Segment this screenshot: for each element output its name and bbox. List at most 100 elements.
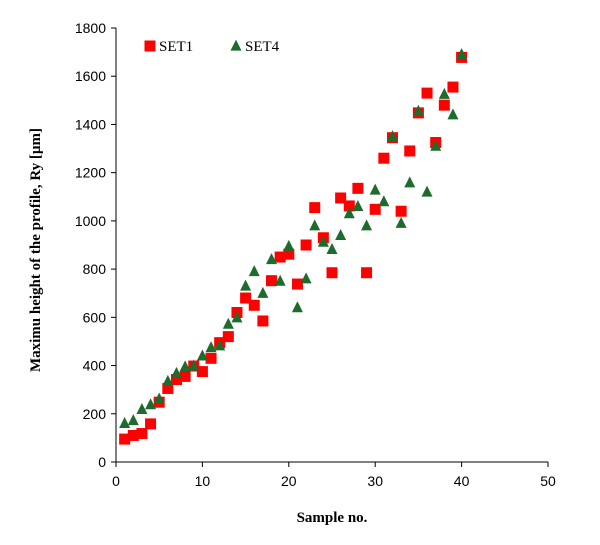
data-point-set4 [266, 253, 278, 265]
data-point-set4 [343, 207, 355, 219]
data-point-set4 [222, 317, 234, 329]
data-point-set4 [257, 286, 269, 298]
x-tick-label: 50 [540, 473, 556, 489]
data-point-set1 [179, 370, 191, 382]
y-tick-label: 800 [83, 261, 107, 277]
y-tick-label: 1200 [75, 165, 106, 181]
x-axis: 0 10 20 30 40 50 [112, 461, 556, 489]
data-point-set4 [395, 216, 407, 228]
data-point-set4 [404, 176, 416, 188]
data-point-set4 [386, 130, 398, 142]
x-tick-label: 20 [281, 473, 297, 489]
data-point-set4 [361, 219, 373, 231]
x-tick-label: 30 [367, 473, 383, 489]
data-point-set4 [162, 374, 174, 386]
data-point-set4 [438, 87, 450, 99]
data-point-set4 [421, 185, 433, 197]
y-tick-label: 0 [98, 454, 106, 470]
legend-marker-set4 [230, 39, 242, 51]
data-point-set1 [205, 352, 217, 364]
data-point-set1 [343, 200, 355, 212]
data-point-set4 [283, 239, 295, 251]
data-point-set4 [447, 108, 459, 120]
data-point-set1 [136, 428, 148, 440]
data-point-set1 [240, 292, 252, 304]
data-point-set1 [162, 382, 174, 394]
legend: SET1 SET4 [144, 39, 280, 55]
y-tick-label: 1000 [75, 213, 106, 229]
data-points [119, 48, 468, 445]
legend-label-set4: SET4 [245, 39, 280, 55]
data-point-set4 [378, 195, 390, 207]
series-set4 [119, 48, 468, 429]
data-point-set1 [404, 145, 416, 157]
y-ticks: 0 200 400 600 800 1000 1200 1400 1600 1800 [75, 20, 116, 470]
data-point-set4 [369, 183, 381, 195]
data-point-set1 [361, 267, 373, 279]
y-tick-label: 200 [83, 406, 107, 422]
data-point-set1 [421, 87, 433, 99]
data-point-set1 [309, 202, 321, 214]
data-point-set4 [127, 414, 139, 426]
data-point-set4 [136, 403, 148, 415]
data-point-set4 [196, 349, 208, 361]
data-point-set1 [447, 81, 459, 93]
data-point-set4 [170, 366, 182, 378]
data-point-set1 [438, 99, 450, 111]
x-ticks: 0 10 20 30 40 50 [112, 462, 556, 489]
data-point-set4 [326, 242, 338, 254]
data-point-set4 [291, 301, 303, 313]
data-point-set4 [309, 219, 321, 231]
data-point-set4 [300, 272, 312, 284]
data-point-set1 [274, 251, 286, 263]
data-point-set4 [274, 274, 286, 286]
data-point-set4 [317, 235, 329, 247]
data-point-set1 [119, 433, 131, 445]
legend-item-set1: SET1 [144, 39, 193, 55]
y-axis: 0 200 400 600 800 1000 1200 1400 1600 1800 [75, 20, 117, 470]
data-point-set1 [395, 205, 407, 217]
data-point-set1 [266, 275, 278, 287]
y-tick-label: 1800 [75, 20, 106, 36]
x-axis-title: Sample no. [297, 510, 368, 526]
data-point-set1 [196, 366, 208, 378]
data-point-set4 [214, 339, 226, 351]
y-tick-label: 400 [83, 358, 107, 374]
x-tick-label: 0 [112, 473, 120, 489]
x-tick-label: 10 [195, 473, 211, 489]
data-point-set4 [119, 417, 131, 429]
data-point-set4 [335, 228, 347, 240]
y-axis-title: Maximu height of the profile, Ry [µm] [28, 128, 44, 372]
y-tick-label: 1600 [75, 68, 106, 84]
data-point-set4 [352, 200, 364, 212]
data-point-set1 [369, 203, 381, 215]
data-point-set4 [456, 48, 468, 60]
data-point-set1 [248, 299, 260, 311]
data-point-set4 [188, 359, 200, 371]
data-point-set4 [248, 265, 260, 277]
data-point-set1 [378, 152, 390, 164]
data-point-set4 [153, 392, 165, 404]
data-point-set1 [283, 248, 295, 260]
data-point-set4 [205, 341, 217, 353]
data-point-set1 [222, 331, 234, 343]
data-point-set4 [240, 279, 252, 291]
data-point-set4 [231, 311, 243, 323]
data-point-set1 [170, 374, 182, 386]
data-point-set1 [300, 239, 312, 251]
data-point-set1 [326, 267, 338, 279]
data-point-set1 [335, 192, 347, 204]
data-point-set4 [145, 398, 157, 410]
data-point-set1 [145, 418, 157, 430]
data-point-set1 [257, 315, 269, 327]
y-tick-label: 1400 [75, 116, 106, 132]
x-tick-label: 40 [454, 473, 470, 489]
data-point-set4 [430, 139, 442, 151]
data-point-set1 [291, 278, 303, 290]
data-point-set4 [179, 360, 191, 372]
legend-item-set4: SET4 [230, 39, 280, 55]
legend-label-set1: SET1 [159, 39, 193, 55]
data-point-set1 [127, 429, 139, 441]
data-point-set1 [352, 182, 364, 194]
